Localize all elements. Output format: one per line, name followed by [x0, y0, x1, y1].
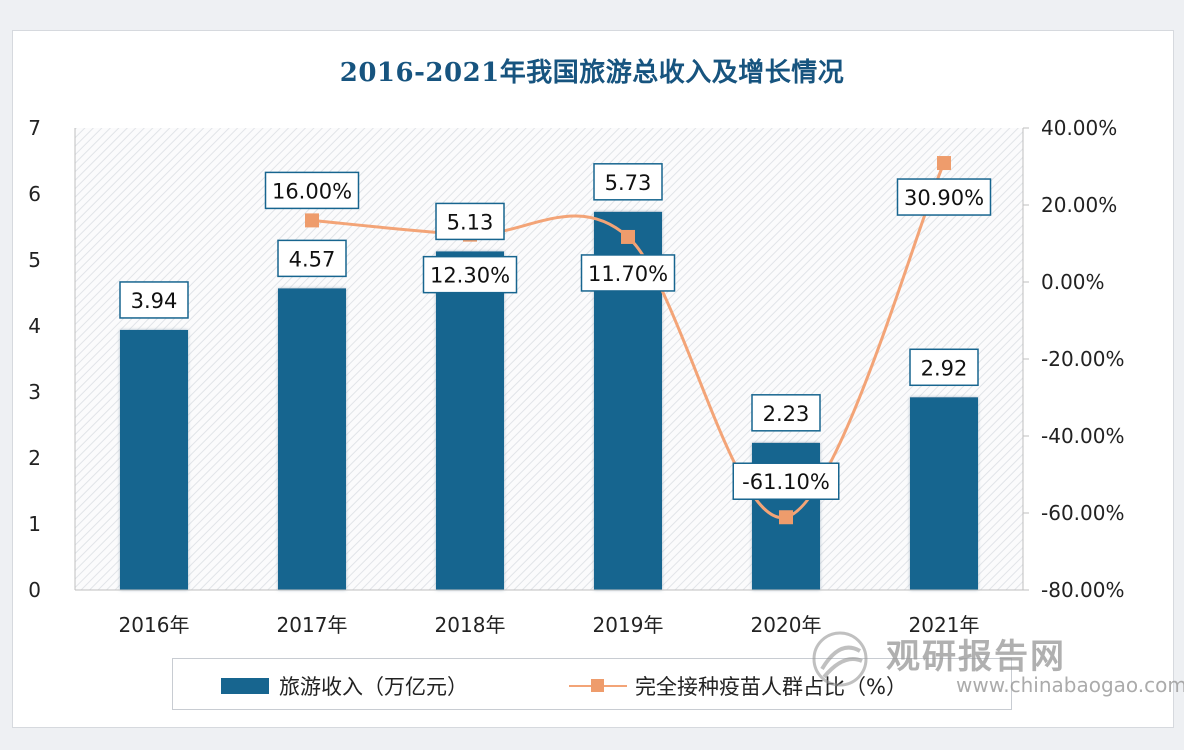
line-point: [937, 156, 951, 171]
y-axis-right-tick-label: -20.00%: [1041, 347, 1124, 371]
line-point: [305, 213, 319, 228]
x-axis-tick-label: 2017年: [277, 613, 348, 637]
x-axis-tick-label: 2020年: [751, 613, 822, 637]
bar-data-label: 5.13: [447, 210, 494, 234]
y-axis-right-tick-label: 40.00%: [1041, 116, 1117, 140]
line-data-label-box: [896, 178, 992, 216]
legend-item-income: 旅游收入（万亿元）: [221, 671, 468, 701]
x-axis-tick-label: 2021年: [909, 613, 980, 637]
y-axis-right-tick-label: 0.00%: [1041, 270, 1105, 294]
y-axis-left-tick-label: 3: [28, 380, 41, 404]
y-axis-left-tick-label: 2: [28, 446, 41, 470]
line-data-label-box: [732, 462, 840, 500]
bar: [910, 397, 978, 590]
bar-data-label-box: [593, 163, 663, 201]
bar-data-label: 3.94: [131, 289, 178, 313]
line-data-label: -61.10%: [742, 470, 830, 494]
y-axis-right-tick-label: -40.00%: [1041, 424, 1124, 448]
y-axis-left-tick-label: 5: [28, 248, 41, 272]
line-point: [779, 510, 793, 525]
bar: [278, 288, 346, 590]
line-data-label: 16.00%: [272, 179, 352, 203]
bar-data-label-box: [435, 202, 505, 241]
y-axis-right-tick-label: -80.00%: [1041, 578, 1124, 602]
x-axis-tick-label: 2019年: [593, 613, 664, 637]
chart-title: 2016-2021年我国旅游总收入及增长情况: [339, 58, 845, 88]
legend-bar-swatch: [221, 678, 269, 694]
bar-data-label: 4.57: [289, 247, 336, 271]
bar-data-label-box: [277, 239, 347, 278]
plot-area-background: [75, 128, 1023, 590]
bar-data-label: 2.92: [921, 356, 968, 380]
line-data-label-box: [422, 255, 518, 294]
line-data-label: 30.90%: [904, 186, 984, 210]
bar-data-label-box: [119, 281, 189, 319]
line-data-label-box: [580, 254, 676, 292]
watermark: 观研报告网 www.chinabaogao.com: [810, 625, 1184, 700]
bar-data-label: 5.73: [605, 171, 652, 195]
legend-line-swatch: [569, 677, 627, 695]
y-axis-left-tick-label: 1: [28, 512, 41, 536]
bar: [436, 251, 504, 591]
chart-legend: 旅游收入（万亿元） 完全接种疫苗人群占比（%）: [172, 658, 1012, 710]
y-axis-left-tick-label: 4: [28, 314, 41, 338]
line-data-label: 12.30%: [430, 264, 510, 288]
y-axis-right-tick-label: -60.00%: [1041, 501, 1124, 525]
watermark-name: 观研报告网: [886, 637, 1066, 677]
legend-label-vaccination: 完全接种疫苗人群占比（%）: [635, 675, 907, 699]
line-point: [621, 229, 635, 244]
bar-data-label: 2.23: [763, 402, 810, 426]
line-data-label: 11.70%: [588, 262, 668, 286]
watermark-url: www.chinabaogao.com: [956, 673, 1184, 697]
line-data-label-box: [264, 171, 360, 210]
y-axis-right-tick-label: 20.00%: [1041, 193, 1117, 217]
watermark-logo: [812, 631, 868, 687]
y-axis-left-tick-label: 7: [28, 116, 41, 140]
legend-item-vaccination: 完全接种疫苗人群占比（%）: [569, 671, 907, 701]
bar-data-label-box: [909, 348, 979, 387]
x-axis-tick-label: 2018年: [435, 613, 506, 637]
y-axis-left-tick-label: 6: [28, 182, 41, 206]
y-axis-left-tick-label: 0: [28, 578, 41, 602]
legend-label-income: 旅游收入（万亿元）: [279, 675, 468, 699]
x-axis-tick-label: 2016年: [119, 613, 190, 637]
bar-data-label-box: [751, 394, 821, 432]
bar: [120, 329, 188, 590]
